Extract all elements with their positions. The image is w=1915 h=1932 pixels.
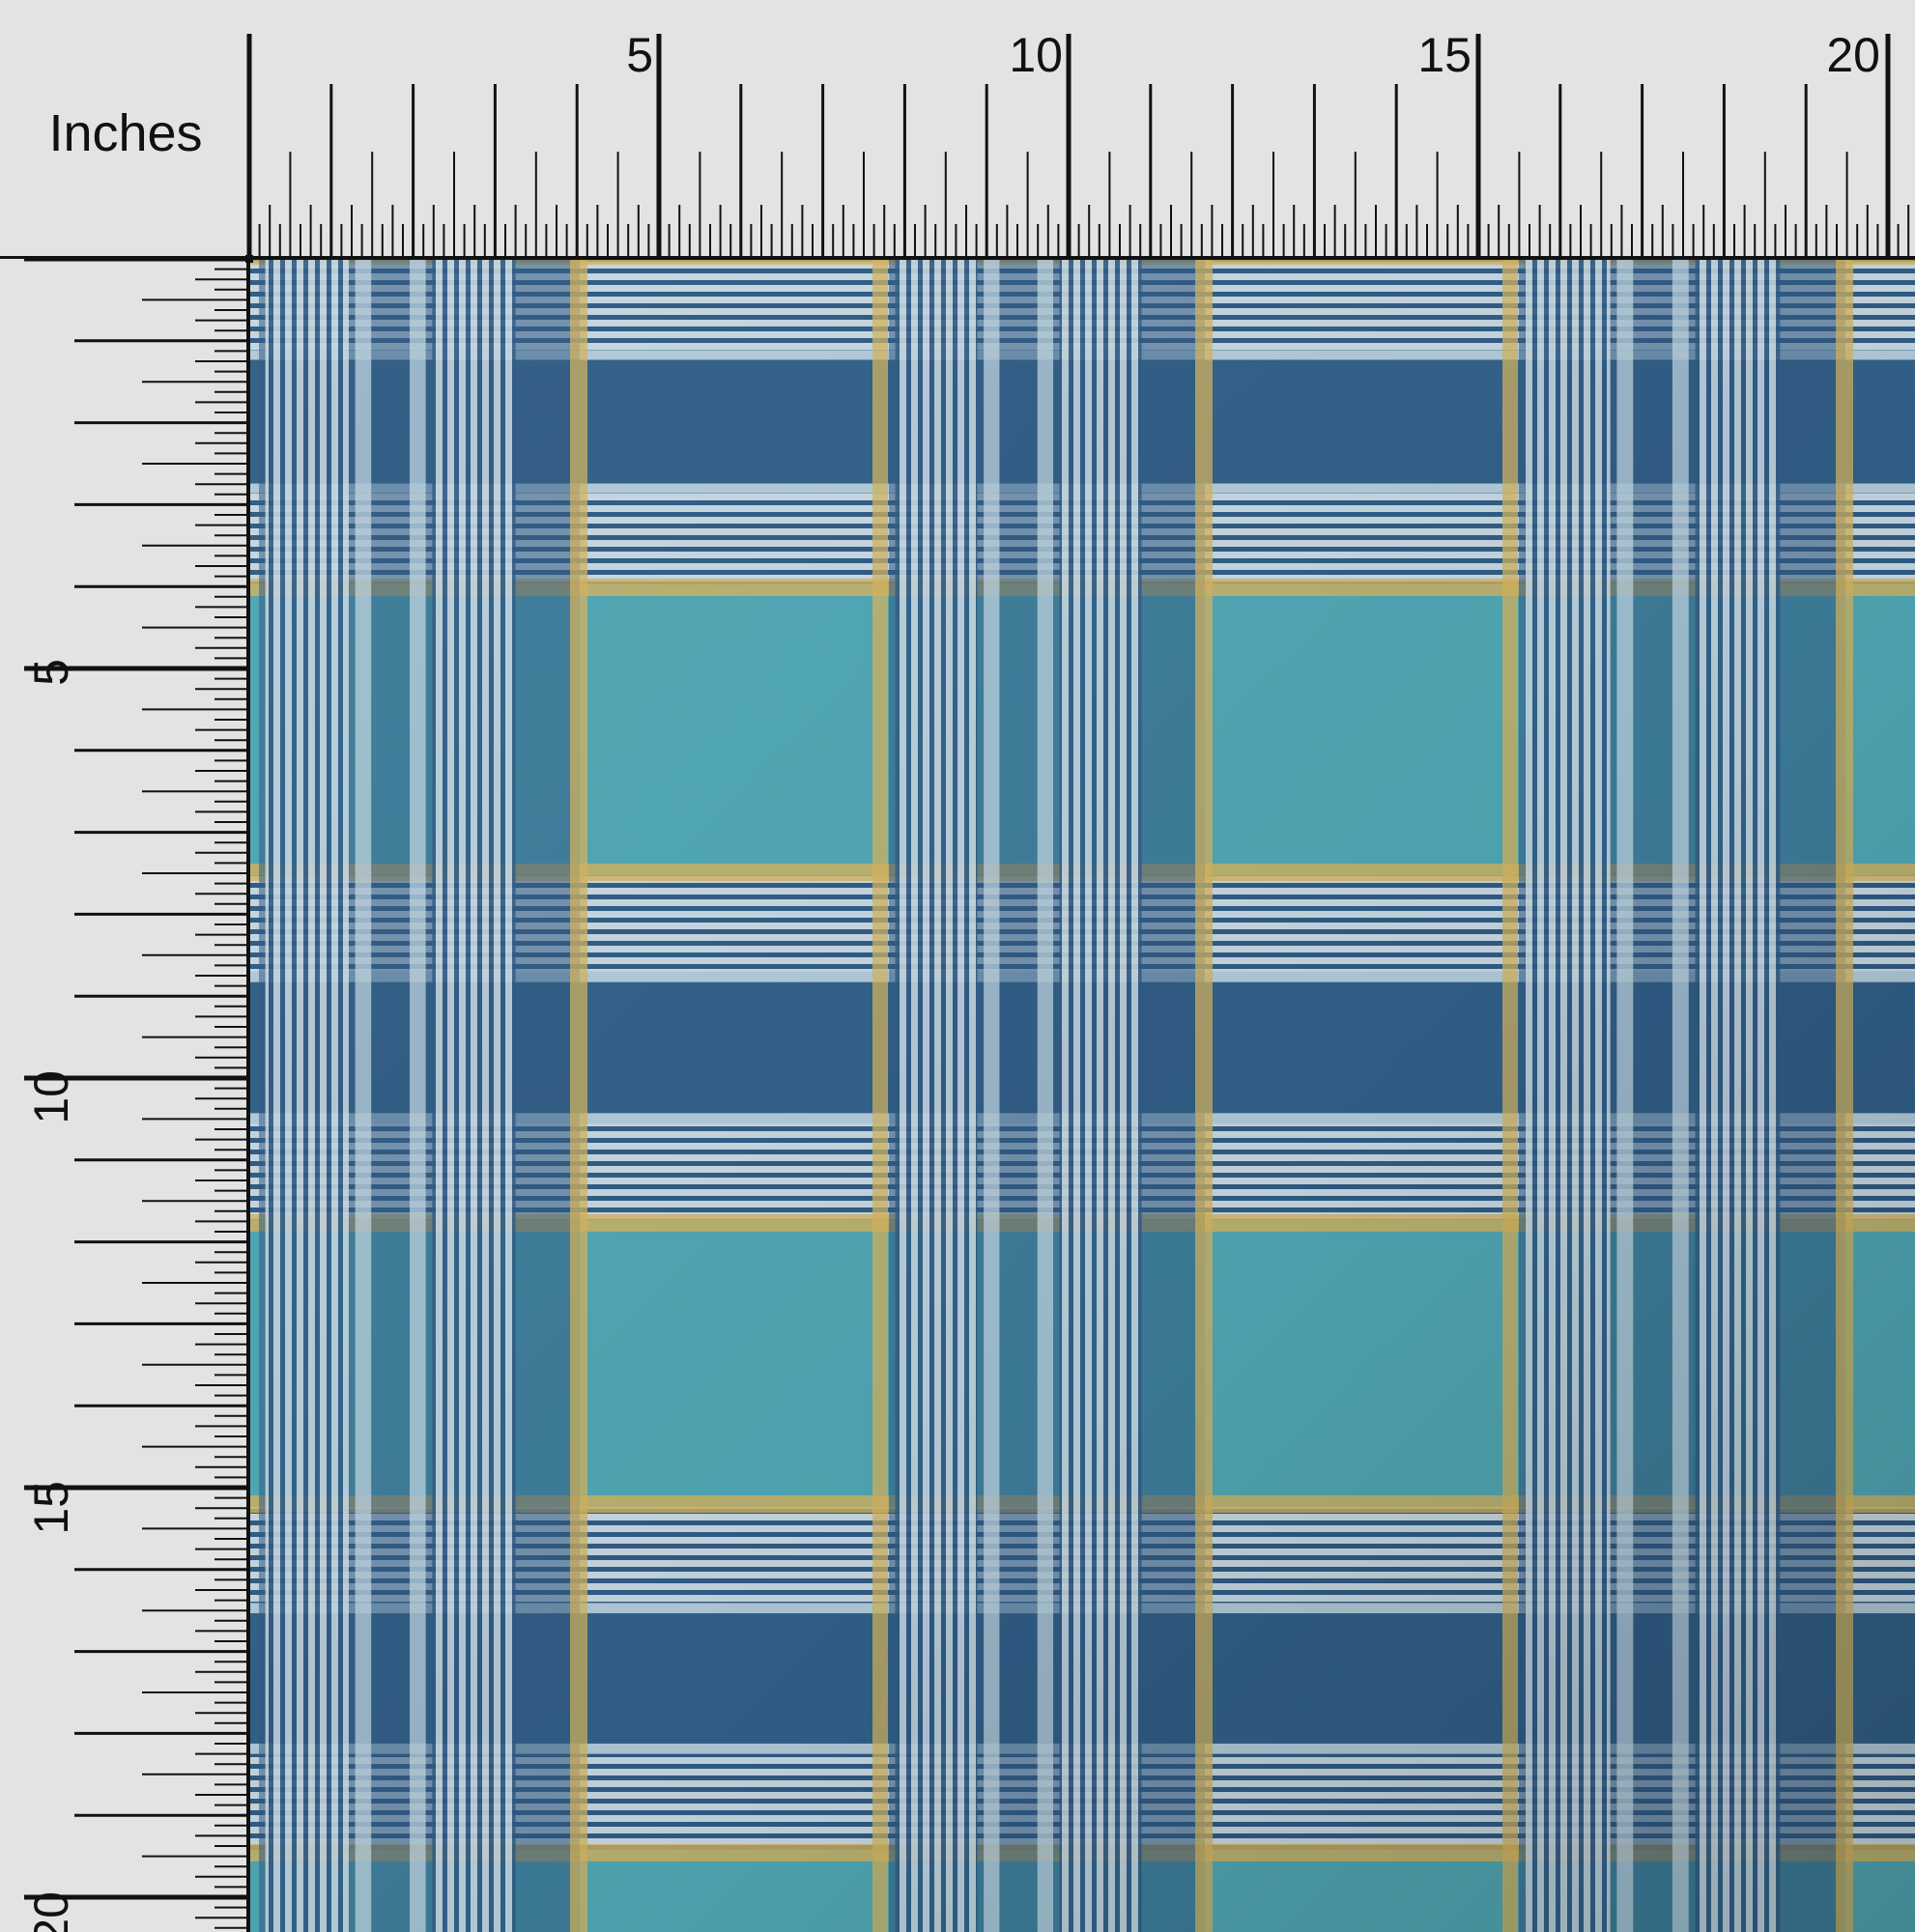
left-ruler: 5 10 15 20 xyxy=(0,256,250,1932)
top-ruler: Inches 5 10 15 20 xyxy=(0,0,1915,260)
left-ruler-strip xyxy=(0,259,249,1932)
left-ruler-number-20: 20 xyxy=(24,1891,78,1932)
left-ruler-number-10: 10 xyxy=(24,1070,78,1124)
ruler-corner xyxy=(245,255,253,263)
left-ruler-number-5: 5 xyxy=(24,659,78,686)
top-ruler-number-10: 10 xyxy=(1009,28,1063,82)
top-ruler-number-5: 5 xyxy=(626,28,653,82)
top-ruler-ticks xyxy=(246,34,1910,258)
fabric-swatch xyxy=(249,247,1915,1932)
fabric-shading xyxy=(249,259,1915,1932)
left-ruler-number-15: 15 xyxy=(24,1481,78,1535)
left-ruler-ticks xyxy=(24,256,248,1929)
top-ruler-strip xyxy=(0,0,1915,259)
top-ruler-number-20: 20 xyxy=(1826,28,1880,82)
top-ruler-number-15: 15 xyxy=(1417,28,1472,82)
units-label: Inches xyxy=(48,104,202,162)
